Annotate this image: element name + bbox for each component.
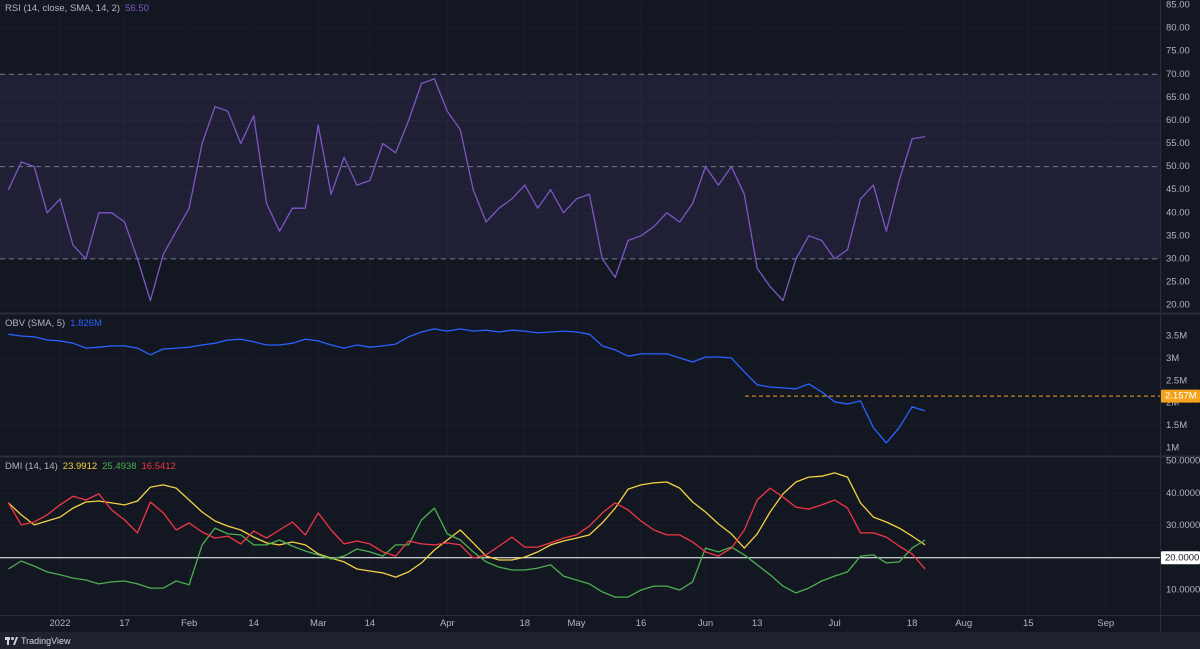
x-tick-label: 15 bbox=[1023, 618, 1034, 629]
x-tick-label: Aug bbox=[955, 618, 972, 629]
y-tick-label: 35.00 bbox=[1166, 230, 1190, 241]
x-tick-label: 17 bbox=[119, 618, 130, 629]
series-line bbox=[8, 328, 926, 444]
y-tick-label: 75.00 bbox=[1166, 46, 1190, 57]
y-tick-label: 50.0000 bbox=[1166, 456, 1200, 467]
pane-title: OBV (SMA, 5) 1.826M bbox=[5, 318, 102, 329]
y-tick-label: 55.00 bbox=[1166, 138, 1190, 149]
indicator-value: 56.50 bbox=[125, 3, 149, 14]
logo bbox=[5, 637, 18, 645]
x-tick-label: 13 bbox=[752, 618, 763, 629]
y-tick-label: 3M bbox=[1166, 353, 1179, 364]
indicator-value: 1.826M bbox=[70, 318, 102, 329]
y-tick-label: 80.00 bbox=[1166, 23, 1190, 34]
y-tick-label: 45.00 bbox=[1166, 184, 1190, 195]
y-tick-label: 1.5M bbox=[1166, 420, 1187, 431]
y-tick-label: 30.0000 bbox=[1166, 520, 1200, 531]
indicator-value: 25.4938 bbox=[102, 461, 136, 472]
x-tick-label: 16 bbox=[636, 618, 647, 629]
x-tick-label: 2022 bbox=[49, 618, 70, 629]
logo-shape bbox=[11, 637, 14, 640]
x-tick-label: May bbox=[567, 618, 585, 629]
labels-layer: 2022 17 Feb 14 Mar 14 Apr 18 May 16 Jun 13 Jul 18 Aug 1… bbox=[5, 0, 1200, 629]
y-tick-label: 30.00 bbox=[1166, 253, 1190, 264]
indicator-name: DMI (14, 14) bbox=[5, 461, 58, 472]
y-tick-label: 85.00 bbox=[1166, 0, 1190, 11]
logo-shape bbox=[13, 637, 18, 645]
pane-title: DMI (14, 14) 23.9912 25.4938 16.5412 bbox=[5, 461, 176, 472]
x-tick-label: Mar bbox=[310, 618, 326, 629]
x-tick-label: 14 bbox=[365, 618, 376, 629]
y-tick-label: 65.00 bbox=[1166, 92, 1190, 103]
y-tick-label: 20.00 bbox=[1166, 300, 1190, 311]
y-tick-label: 50.00 bbox=[1166, 161, 1190, 172]
level-label-box bbox=[1161, 551, 1200, 565]
series-line bbox=[7, 472, 926, 578]
y-tick-label: 40.0000 bbox=[1166, 488, 1200, 499]
x-tick-label: Feb bbox=[181, 618, 197, 629]
y-tick-label: 10.0000 bbox=[1166, 585, 1200, 596]
x-tick-label: 18 bbox=[907, 618, 918, 629]
x-tick-label: Apr bbox=[440, 618, 455, 629]
x-tick-label: 14 bbox=[248, 618, 259, 629]
level-label: 2.157M bbox=[1165, 391, 1197, 402]
y-tick-label: 60.00 bbox=[1166, 115, 1190, 126]
y-tick-label: 3.5M bbox=[1166, 331, 1187, 342]
series-line bbox=[8, 507, 926, 598]
logo-shape bbox=[7, 637, 9, 645]
y-tick-label: 2M bbox=[1166, 398, 1179, 409]
grid-layer bbox=[0, 73, 1160, 559]
y-tick-label: 40.00 bbox=[1166, 207, 1190, 218]
y-tick-label: 2.5M bbox=[1166, 375, 1187, 386]
bottom-bar bbox=[0, 632, 1200, 649]
series-line bbox=[7, 78, 926, 302]
indicator-name: RSI (14, close, SMA, 14, 2) bbox=[5, 3, 120, 14]
x-tick-label: Jul bbox=[829, 618, 841, 629]
pane-title: RSI (14, close, SMA, 14, 2) 56.50 bbox=[5, 3, 149, 14]
indicator-name: OBV (SMA, 5) bbox=[5, 318, 65, 329]
x-tick-label: 18 bbox=[520, 618, 531, 629]
x-tick-label: Sep bbox=[1097, 618, 1114, 629]
series-line bbox=[7, 487, 926, 570]
y-tick-label: 25.00 bbox=[1166, 277, 1190, 288]
y-tick-label: 1M bbox=[1166, 442, 1179, 453]
level-label-box bbox=[1161, 389, 1200, 403]
level-label: 20.0000 bbox=[1165, 552, 1199, 563]
indicator-value: 16.5412 bbox=[141, 461, 175, 472]
x-tick-label: Jun bbox=[698, 618, 713, 629]
marks-layer bbox=[7, 78, 1160, 598]
brand: TradingView bbox=[21, 636, 71, 646]
y-tick-label: 70.00 bbox=[1166, 69, 1190, 80]
indicator-value: 23.9912 bbox=[63, 461, 97, 472]
